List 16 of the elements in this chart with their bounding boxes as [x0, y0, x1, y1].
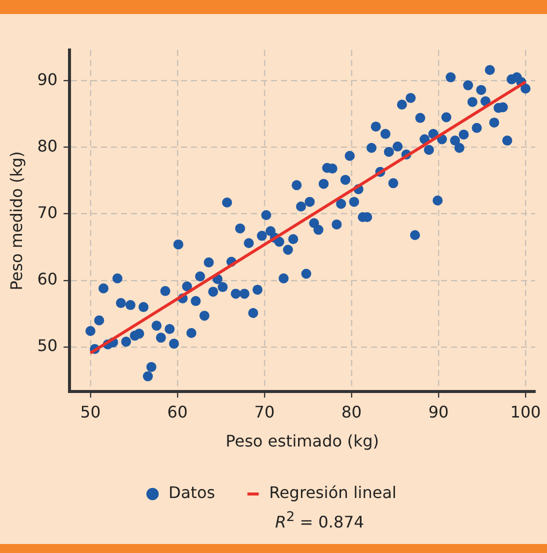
x-tick-label: 50: [80, 402, 101, 422]
y-tick-label: 90: [37, 70, 58, 89]
legend-label: Datos: [168, 483, 216, 502]
x-tick-label: 100: [510, 402, 541, 422]
y-tick-label: 60: [37, 270, 58, 289]
text: R$^{2}$ = 0.874: [275, 509, 364, 532]
legend-label: Regresión lineal: [269, 483, 396, 502]
y-axis-title: Peso medido (kg): [6, 151, 26, 290]
y-tick-label: 70: [37, 202, 58, 222]
y-tick-label: 80: [37, 136, 58, 156]
x-axis-title: Peso estimado (kg): [226, 432, 380, 451]
x-tick-label: 80: [341, 402, 362, 422]
y-tick-label: 50: [37, 336, 58, 356]
x-tick-label: 60: [167, 402, 188, 422]
x-tick-label: 90: [428, 402, 449, 422]
x-tick-label: 70: [254, 402, 275, 422]
